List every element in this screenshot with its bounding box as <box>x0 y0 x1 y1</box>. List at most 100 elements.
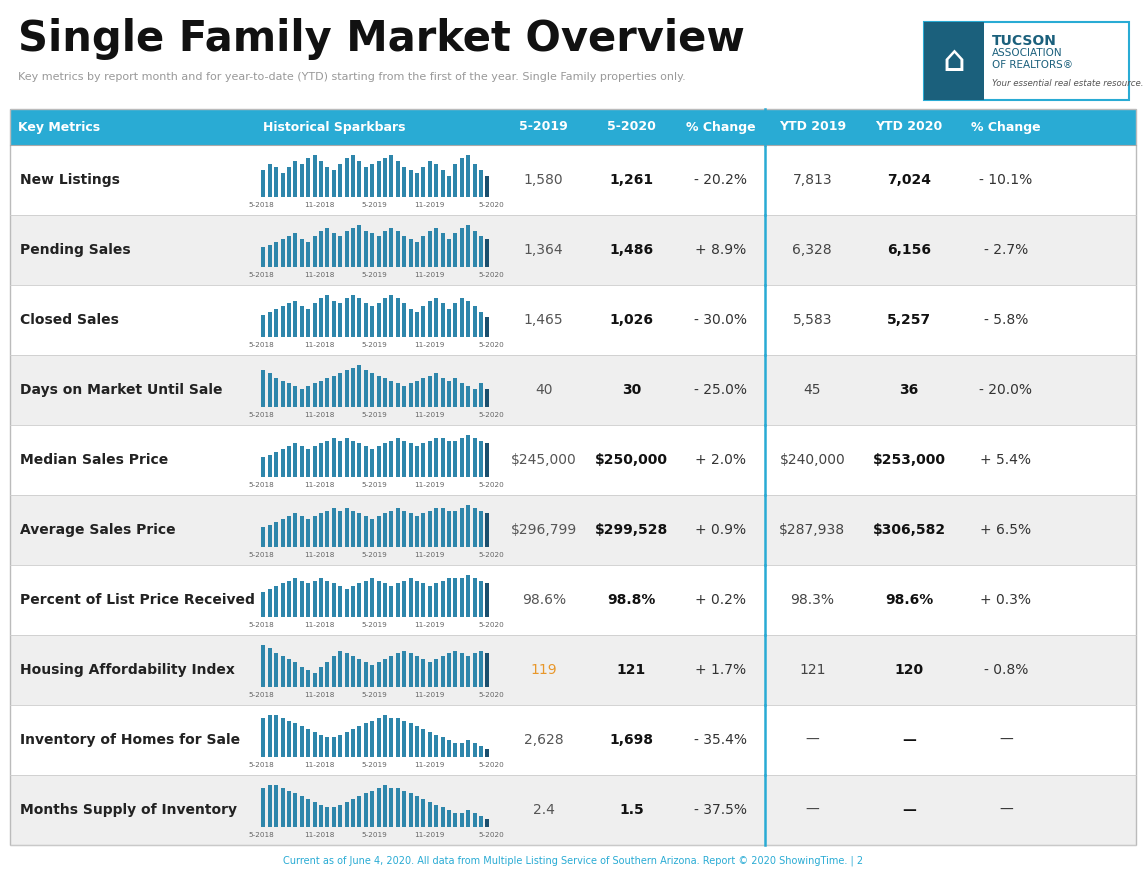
FancyBboxPatch shape <box>454 441 457 477</box>
FancyBboxPatch shape <box>402 720 406 757</box>
Text: 1,261: 1,261 <box>610 173 653 187</box>
FancyBboxPatch shape <box>10 215 1136 285</box>
FancyBboxPatch shape <box>338 734 343 757</box>
FancyBboxPatch shape <box>300 516 304 547</box>
FancyBboxPatch shape <box>345 589 348 617</box>
FancyBboxPatch shape <box>472 813 477 827</box>
Text: —: — <box>902 803 916 817</box>
FancyBboxPatch shape <box>293 793 298 827</box>
FancyBboxPatch shape <box>274 587 278 617</box>
FancyBboxPatch shape <box>472 507 477 547</box>
Text: - 37.5%: - 37.5% <box>694 803 747 817</box>
FancyBboxPatch shape <box>338 303 343 337</box>
Text: - 35.4%: - 35.4% <box>694 733 747 747</box>
FancyBboxPatch shape <box>300 726 304 757</box>
Text: 98.6%: 98.6% <box>521 593 566 607</box>
FancyBboxPatch shape <box>313 446 316 477</box>
FancyBboxPatch shape <box>281 788 284 827</box>
FancyBboxPatch shape <box>377 788 380 827</box>
FancyBboxPatch shape <box>313 732 316 757</box>
FancyBboxPatch shape <box>261 315 266 337</box>
Text: - 0.8%: - 0.8% <box>983 663 1028 677</box>
FancyBboxPatch shape <box>358 796 361 827</box>
Text: Key Metrics: Key Metrics <box>18 121 100 134</box>
Text: —: — <box>999 733 1013 747</box>
FancyBboxPatch shape <box>345 230 348 267</box>
FancyBboxPatch shape <box>486 653 489 687</box>
FancyBboxPatch shape <box>427 230 432 267</box>
FancyBboxPatch shape <box>332 170 336 197</box>
FancyBboxPatch shape <box>10 495 1136 565</box>
FancyBboxPatch shape <box>363 303 368 337</box>
FancyBboxPatch shape <box>460 438 464 477</box>
FancyBboxPatch shape <box>306 158 311 197</box>
Text: 5-2019: 5-2019 <box>361 482 387 488</box>
FancyBboxPatch shape <box>390 295 393 337</box>
Text: Percent of List Price Received: Percent of List Price Received <box>19 593 254 607</box>
FancyBboxPatch shape <box>300 239 304 267</box>
FancyBboxPatch shape <box>409 309 413 337</box>
Text: + 5.4%: + 5.4% <box>981 453 1031 467</box>
FancyBboxPatch shape <box>293 723 298 757</box>
Text: Months Supply of Inventory: Months Supply of Inventory <box>19 803 237 817</box>
FancyBboxPatch shape <box>427 587 432 617</box>
Text: 5-2020: 5-2020 <box>479 692 504 698</box>
FancyBboxPatch shape <box>345 732 348 757</box>
FancyBboxPatch shape <box>486 748 489 757</box>
FancyBboxPatch shape <box>460 158 464 197</box>
FancyBboxPatch shape <box>281 656 284 687</box>
FancyBboxPatch shape <box>261 248 266 267</box>
FancyBboxPatch shape <box>300 164 304 197</box>
FancyBboxPatch shape <box>268 454 272 477</box>
FancyBboxPatch shape <box>460 383 464 407</box>
FancyBboxPatch shape <box>409 443 413 477</box>
Text: TUCSON: TUCSON <box>992 34 1057 48</box>
FancyBboxPatch shape <box>409 723 413 757</box>
FancyBboxPatch shape <box>325 511 329 547</box>
FancyBboxPatch shape <box>313 236 316 267</box>
FancyBboxPatch shape <box>427 375 432 407</box>
FancyBboxPatch shape <box>377 718 380 757</box>
FancyBboxPatch shape <box>395 507 400 547</box>
Text: Historical Sparkbars: Historical Sparkbars <box>264 121 406 134</box>
FancyBboxPatch shape <box>319 734 323 757</box>
FancyBboxPatch shape <box>460 228 464 267</box>
FancyBboxPatch shape <box>383 659 387 687</box>
FancyBboxPatch shape <box>274 378 278 407</box>
FancyBboxPatch shape <box>390 228 393 267</box>
Text: Single Family Market Overview: Single Family Market Overview <box>18 18 745 60</box>
FancyBboxPatch shape <box>332 234 336 267</box>
FancyBboxPatch shape <box>395 383 400 407</box>
FancyBboxPatch shape <box>370 720 375 757</box>
Text: 11-2019: 11-2019 <box>415 762 445 768</box>
Text: 5-2019: 5-2019 <box>361 342 387 348</box>
FancyBboxPatch shape <box>10 355 1136 425</box>
Text: 5-2020: 5-2020 <box>479 412 504 418</box>
FancyBboxPatch shape <box>454 578 457 617</box>
Text: Average Sales Price: Average Sales Price <box>19 523 175 537</box>
FancyBboxPatch shape <box>440 807 445 827</box>
Text: 1.5: 1.5 <box>619 803 644 817</box>
FancyBboxPatch shape <box>466 435 470 477</box>
FancyBboxPatch shape <box>370 164 375 197</box>
FancyBboxPatch shape <box>319 230 323 267</box>
FancyBboxPatch shape <box>268 373 272 407</box>
FancyBboxPatch shape <box>274 653 278 687</box>
FancyBboxPatch shape <box>377 516 380 547</box>
Text: 11-2018: 11-2018 <box>304 552 335 558</box>
FancyBboxPatch shape <box>261 370 266 407</box>
FancyBboxPatch shape <box>363 580 368 617</box>
FancyBboxPatch shape <box>434 583 438 617</box>
FancyBboxPatch shape <box>313 303 316 337</box>
FancyBboxPatch shape <box>332 301 336 337</box>
FancyBboxPatch shape <box>460 653 464 687</box>
FancyBboxPatch shape <box>486 583 489 617</box>
Text: 5-2018: 5-2018 <box>249 832 274 838</box>
FancyBboxPatch shape <box>409 793 413 827</box>
FancyBboxPatch shape <box>466 656 470 687</box>
FancyBboxPatch shape <box>422 583 425 617</box>
FancyBboxPatch shape <box>454 511 457 547</box>
FancyBboxPatch shape <box>440 234 445 267</box>
FancyBboxPatch shape <box>466 225 470 267</box>
FancyBboxPatch shape <box>383 715 387 757</box>
